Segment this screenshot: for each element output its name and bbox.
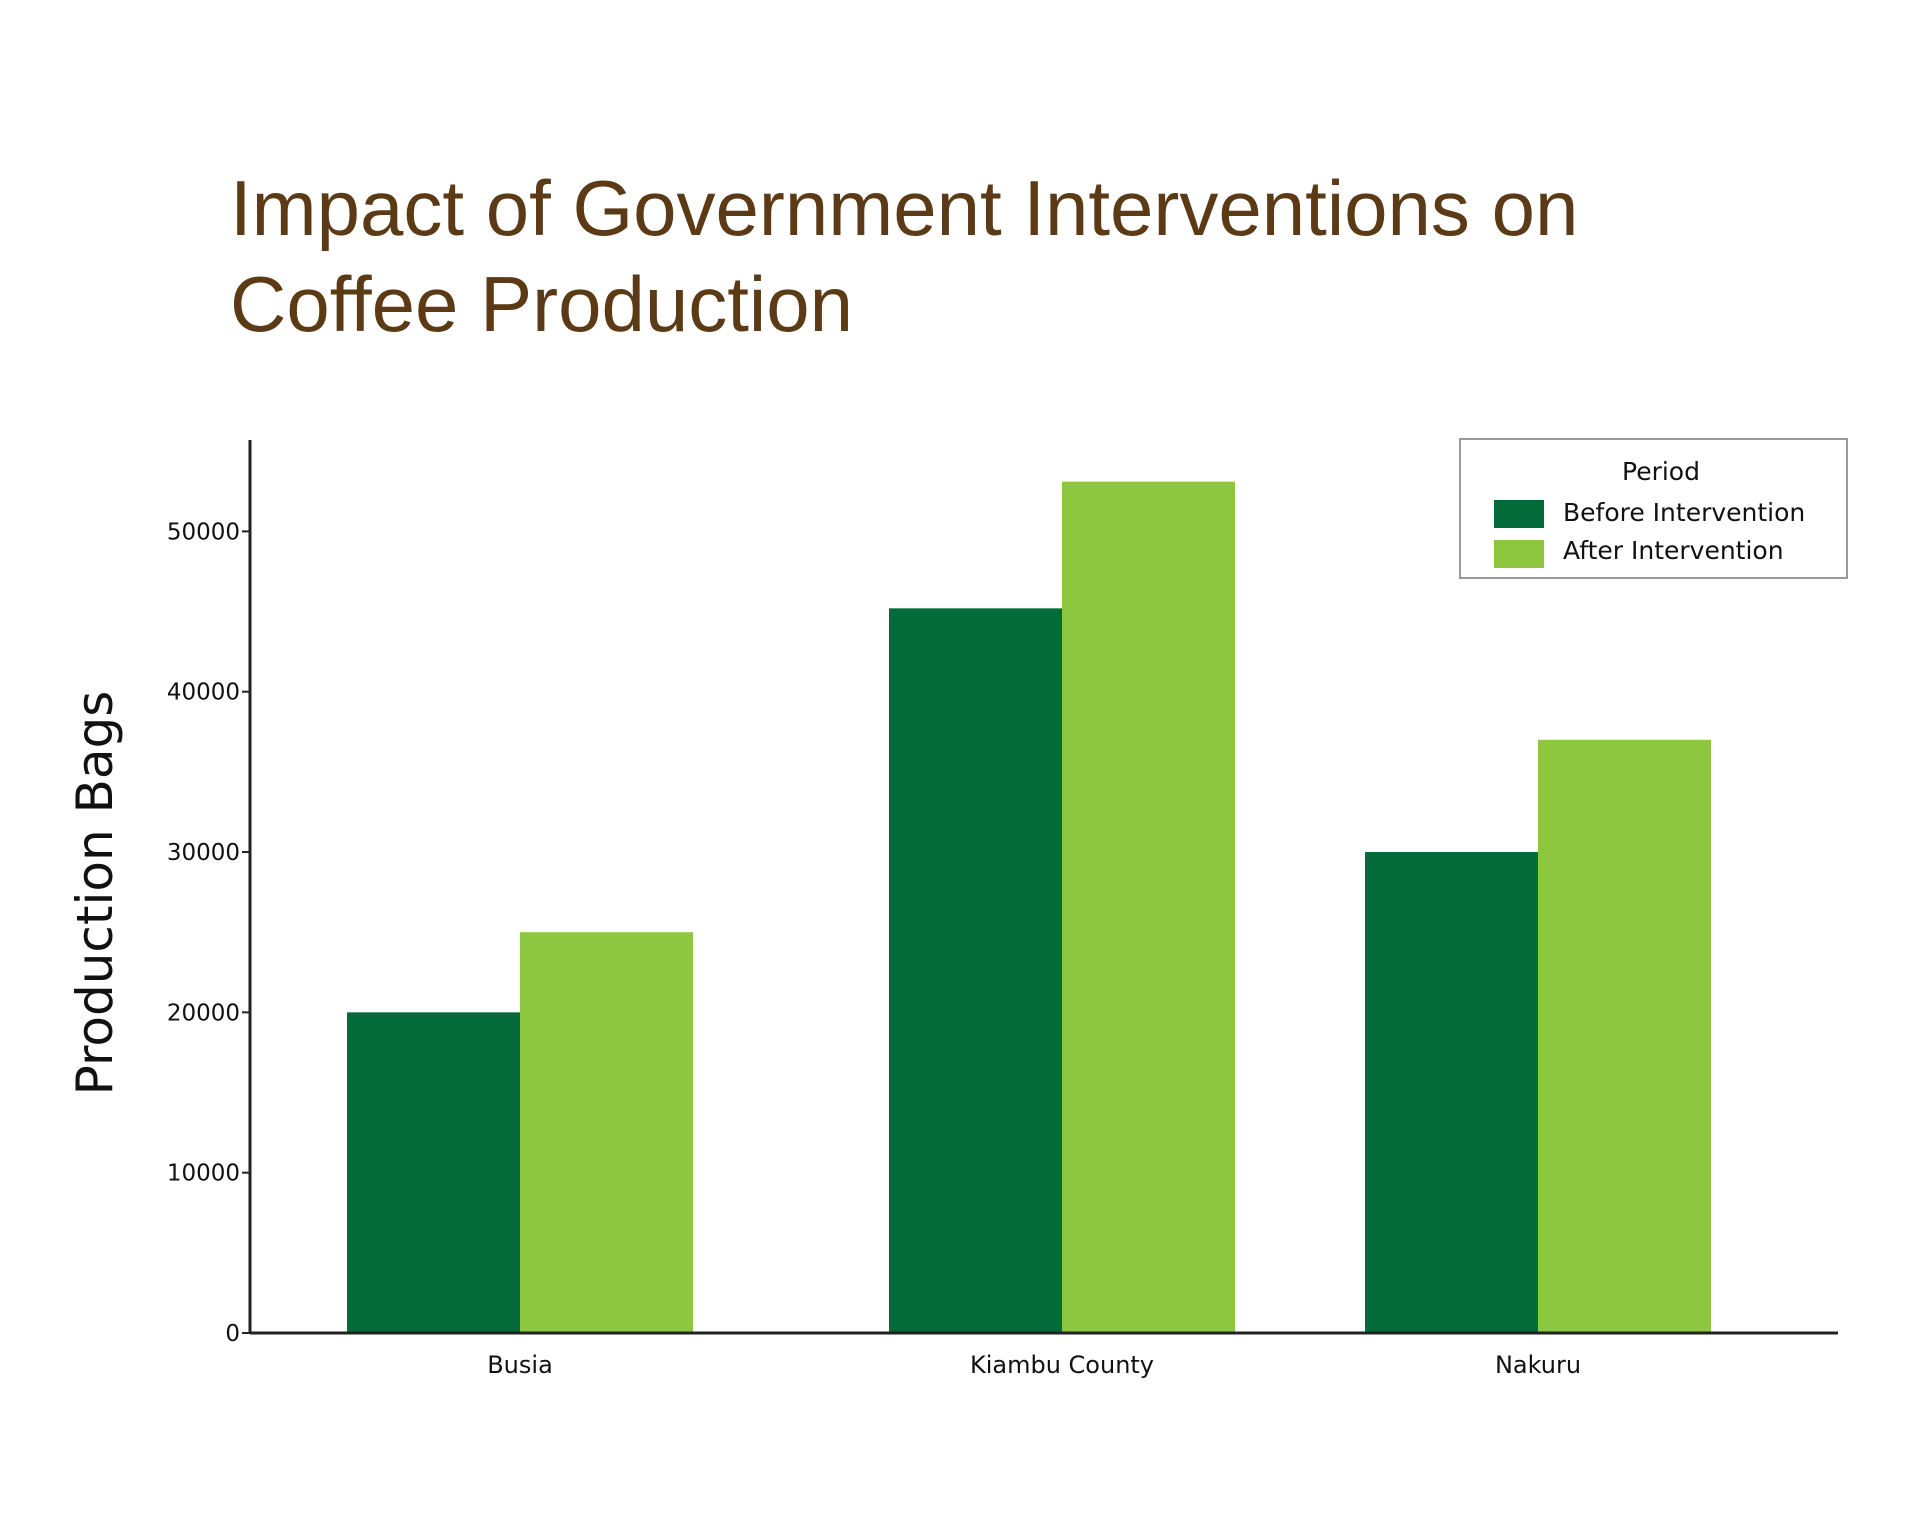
y-tick-label: 0 — [225, 1321, 240, 1347]
legend: Period Before Intervention After Interve… — [1459, 438, 1848, 579]
y-axis-title: Production Bags — [66, 691, 124, 1096]
y-tick-label: 10000 — [167, 1161, 240, 1187]
x-axis-labels: Busia Kiambu County Nakuru — [487, 1351, 1581, 1379]
x-tick-label-busia: Busia — [487, 1351, 553, 1379]
x-tick-label-kiambu-county: Kiambu County — [970, 1351, 1154, 1379]
bars-group — [347, 481, 1711, 1333]
legend-title: Period — [1622, 457, 1700, 486]
y-tick-label: 20000 — [167, 1000, 240, 1026]
bar-kiambu-county-before-intervention — [889, 608, 1062, 1333]
y-tick-label: 50000 — [167, 519, 240, 545]
legend-label-before: Before Intervention — [1563, 498, 1805, 527]
bar-busia-before-intervention — [347, 1012, 520, 1333]
y-axis-ticks: 0 10000 20000 30000 40000 50000 — [167, 519, 250, 1347]
legend-swatch-before — [1494, 500, 1544, 528]
bar-nakuru-after-intervention — [1538, 739, 1711, 1333]
y-tick-label: 40000 — [167, 680, 240, 706]
x-tick-label-nakuru: Nakuru — [1495, 1351, 1581, 1379]
y-tick-label: 30000 — [167, 840, 240, 866]
bar-busia-after-intervention — [520, 932, 693, 1333]
legend-label-after: After Intervention — [1563, 536, 1784, 565]
bar-nakuru-before-intervention — [1365, 852, 1538, 1333]
bar-kiambu-county-after-intervention — [1062, 481, 1235, 1333]
chart-title: Impact of Government Interventions on Co… — [230, 164, 1579, 348]
legend-swatch-after — [1494, 540, 1544, 568]
